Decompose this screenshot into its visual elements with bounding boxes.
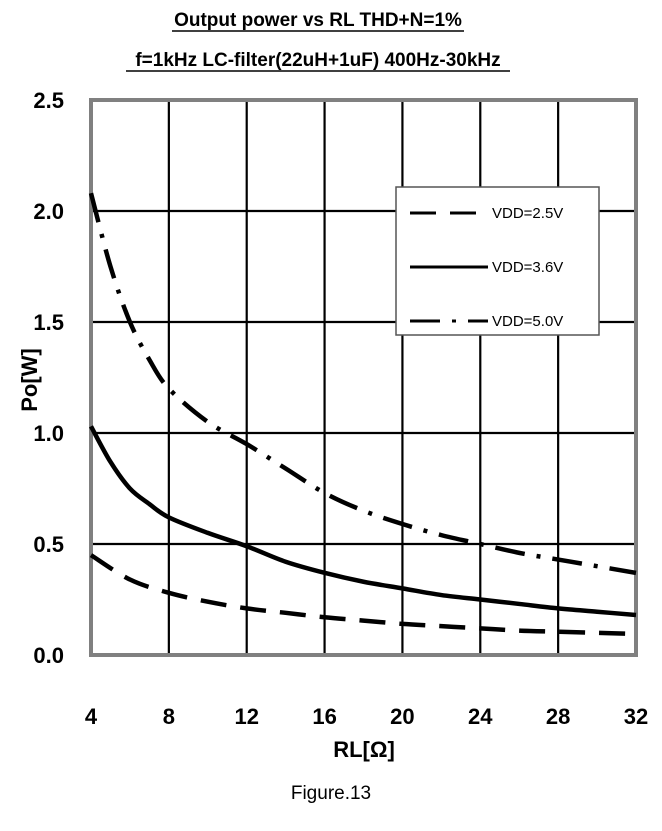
x-tick-label-0: 4 xyxy=(85,704,98,729)
x-axis-label: RL[Ω] xyxy=(333,737,395,762)
legend-label-0: VDD=2.5V xyxy=(492,205,563,222)
series-line-2 xyxy=(88,192,637,576)
y-tick-label-0: 0.0 xyxy=(33,643,64,668)
x-tick-label-5: 24 xyxy=(468,704,493,729)
x-tick-label-4: 20 xyxy=(390,704,414,729)
chart: Output power vs RL THD+N=1% f=1kHz LC-fi… xyxy=(17,10,648,762)
y-axis-label: Po[W] xyxy=(17,348,42,412)
chart-subtitle: f=1kHz LC-filter(22uH+1uF) 400Hz-30kHz xyxy=(135,50,500,71)
legend-label-1: VDD=3.6V xyxy=(492,259,563,276)
x-tick-label-1: 8 xyxy=(163,704,175,729)
x-tick-label-6: 28 xyxy=(546,704,570,729)
y-tick-label-1: 0.5 xyxy=(33,532,64,557)
figure-caption: Figure.13 xyxy=(290,783,372,804)
y-tick-label-3: 1.5 xyxy=(33,310,64,335)
chart-title: Output power vs RL THD+N=1% xyxy=(174,10,462,31)
y-tick-label-2: 1.0 xyxy=(33,421,64,446)
series-line-0 xyxy=(89,553,637,637)
series-line-1 xyxy=(89,425,637,618)
legend-label-2: VDD=5.0V xyxy=(492,313,563,330)
y-tick-label-4: 2.0 xyxy=(33,199,64,224)
y-tick-label-5: 2.5 xyxy=(33,88,64,113)
plot-frame xyxy=(89,98,638,657)
plot-area xyxy=(91,100,636,655)
x-tick-label-7: 32 xyxy=(624,704,648,729)
x-tick-label-3: 16 xyxy=(312,704,336,729)
x-tick-label-2: 12 xyxy=(234,704,258,729)
